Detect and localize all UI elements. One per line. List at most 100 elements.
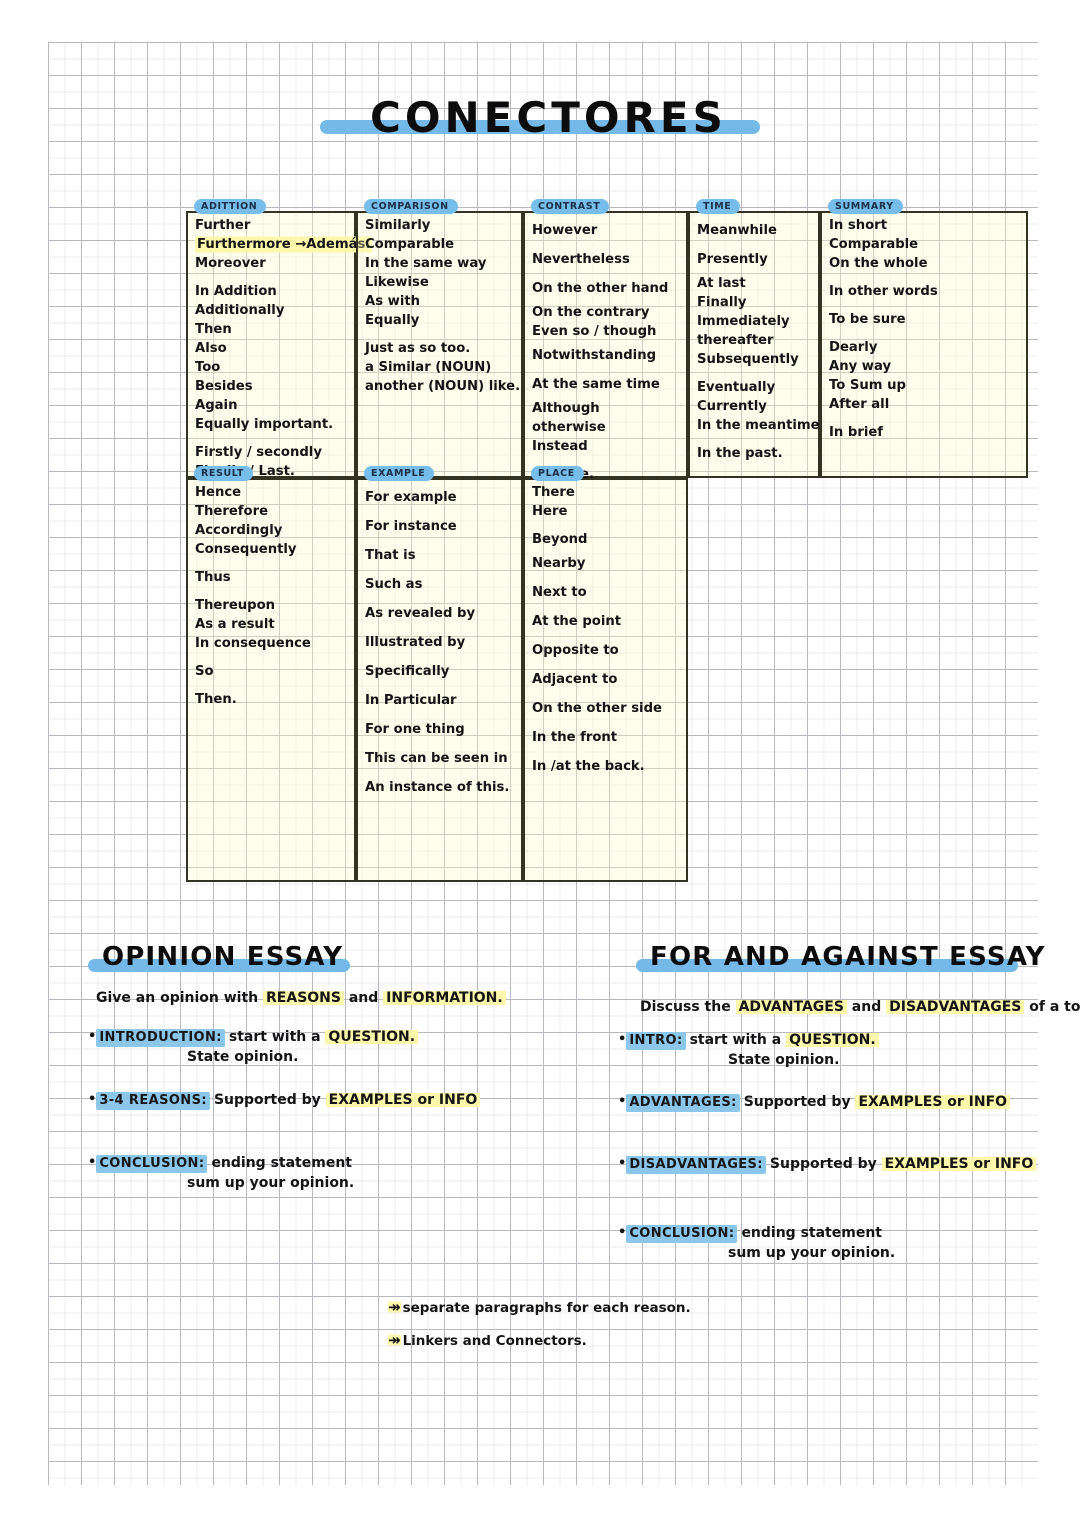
bullet-description-highlighted: QUESTION. xyxy=(325,1029,419,1045)
connector-item: Consequently xyxy=(195,542,297,557)
lead-keyword: ADVANTAGES xyxy=(735,999,847,1015)
bullet-keyword: INTRODUCTION: xyxy=(96,1029,225,1047)
connector-item: That is xyxy=(365,548,416,563)
connector-item: Then xyxy=(195,322,232,337)
connector-item: For example xyxy=(365,490,457,505)
connector-item: Thereupon xyxy=(195,598,276,613)
bullet-keyword: CONCLUSION: xyxy=(96,1155,208,1173)
category-label-place: PLACE xyxy=(531,466,584,481)
category-label-summary: SUMMARY xyxy=(828,199,903,214)
connector-item: Beyond xyxy=(532,532,588,547)
for_and_against_essay-bullet-3: • CONCLUSION: ending statement xyxy=(618,1222,882,1243)
connector-item: Even so / though xyxy=(532,324,657,339)
for_and_against_essay-bullet-0: • INTRO: start with a QUESTION. xyxy=(618,1029,879,1050)
category-label-time: TIME xyxy=(696,199,741,214)
connector-item: a Similar (NOUN) xyxy=(365,360,492,375)
page-title: CONECTORES xyxy=(370,93,727,142)
connector-item: To Sum up xyxy=(829,378,906,393)
title-highlighter-stroke xyxy=(320,120,760,134)
connector-item: There xyxy=(532,485,575,500)
footer-note-text: Linkers and Connectors. xyxy=(402,1333,587,1349)
connector-item: Such as xyxy=(365,577,423,592)
connector-item: However xyxy=(532,223,598,238)
connector-item: Adjacent to xyxy=(532,672,618,687)
connector-item: thereafter xyxy=(697,333,774,348)
footer-note-0: ↠ separate paragraphs for each reason. xyxy=(388,1298,691,1316)
connector-list-time: Meanwhile Presently At last Finally Immediat… xyxy=(697,216,820,463)
connector-item: Eventually xyxy=(697,380,776,395)
connector-item: Next to xyxy=(532,585,587,600)
connector-cell-summary xyxy=(820,211,1028,478)
arrow-icon: ↠ xyxy=(388,1331,401,1349)
connector-item: As a result xyxy=(195,617,275,632)
connector-item: Meanwhile xyxy=(697,223,777,238)
connector-item: Dearly xyxy=(829,340,878,355)
connector-item: Furthermore →Además. xyxy=(195,235,373,254)
opinion_essay-bullet-subline-2: sum up your opinion. xyxy=(187,1175,355,1191)
connector-item: Also xyxy=(195,341,227,356)
bullet-dot-icon: • xyxy=(618,1032,627,1047)
connector-item: Too xyxy=(195,360,221,375)
connector-item: Immediately xyxy=(697,314,790,329)
bullet-description-highlighted: EXAMPLES or INFO xyxy=(881,1156,1037,1172)
connector-item: Illustrated by xyxy=(365,635,466,650)
connector-item: Moreover xyxy=(195,256,266,271)
for_and_against_essay-bullet-subline-3: sum up your opinion. xyxy=(728,1245,896,1261)
connector-cell-result xyxy=(186,478,356,882)
bullet-description: Supported by xyxy=(213,1092,326,1108)
category-label-example: EXAMPLE xyxy=(364,466,435,481)
connector-item: On the whole xyxy=(829,256,928,271)
connector-item: Comparable xyxy=(829,237,919,252)
connector-item: Here xyxy=(532,504,568,519)
opinion_essay-bullet-1: • 3-4 REASONS: Supported by EXAMPLES or IN… xyxy=(88,1089,481,1110)
connector-item: Currently xyxy=(697,399,767,414)
category-label-contrast: CONTRAST xyxy=(531,199,610,214)
connector-item: At the same time xyxy=(532,377,660,392)
connector-cell-comparison xyxy=(356,211,523,478)
connector-cell-contrast xyxy=(523,211,688,478)
lead-text: of a topic. xyxy=(1029,999,1080,1015)
connector-item: Besides xyxy=(195,379,253,394)
connector-item: Notwithstanding xyxy=(532,348,657,363)
connector-item: Specifically xyxy=(365,664,450,679)
connector-item: Additionally xyxy=(195,303,285,318)
lead-text: and xyxy=(343,990,384,1006)
connector-item: Further xyxy=(195,218,251,233)
connector-cell-example xyxy=(356,478,523,882)
bullet-dot-icon: • xyxy=(618,1225,627,1240)
connector-item: In Particular xyxy=(365,693,457,708)
connector-item: In the front xyxy=(532,730,618,745)
bullet-dot-icon: • xyxy=(88,1092,97,1107)
connector-item: This can be seen in xyxy=(365,751,508,766)
connector-item: Equally xyxy=(365,313,420,328)
lead-keyword: REASONS xyxy=(263,990,344,1006)
connector-item: On the contrary xyxy=(532,305,650,320)
footer-note-text: separate paragraphs for each reason. xyxy=(402,1300,691,1316)
connector-item: Presently xyxy=(697,252,768,267)
connector-item: To be sure xyxy=(829,312,906,327)
connector-list-comparison: Similarly Comparable In the same way Likewi… xyxy=(365,216,520,396)
for_and_against_essay-title: FOR AND AGAINST ESSAY xyxy=(650,942,1046,972)
category-label-comparison: COMPARISON xyxy=(364,199,458,214)
connector-item: Accordingly xyxy=(195,523,283,538)
page-title-block: CONECTORES xyxy=(320,92,770,162)
section-highlighter-stroke xyxy=(636,959,1018,972)
lead-text: and xyxy=(846,999,887,1015)
connector-item: At the point xyxy=(532,614,622,629)
connector-item: another (NOUN) like. xyxy=(365,379,521,394)
category-label-adittion: ADITTION xyxy=(194,199,267,214)
bullet-keyword: ADVANTAGES: xyxy=(626,1094,740,1112)
connector-item: As revealed by xyxy=(365,606,476,621)
connector-cell-adittion xyxy=(186,211,356,478)
for_and_against_essay-bullet-subline-0: State opinion. xyxy=(728,1052,840,1068)
opinion_essay-title: OPINION ESSAY xyxy=(102,942,344,972)
connector-list-place: There Here Beyond Nearby Next to At the point… xyxy=(532,483,685,781)
connector-list-example: For example For instance That is Such as As … xyxy=(365,483,520,802)
connector-item: Just as so too. xyxy=(365,341,471,356)
grid-paper-background xyxy=(48,42,1038,1485)
bullet-keyword: 3-4 REASONS: xyxy=(96,1092,210,1110)
